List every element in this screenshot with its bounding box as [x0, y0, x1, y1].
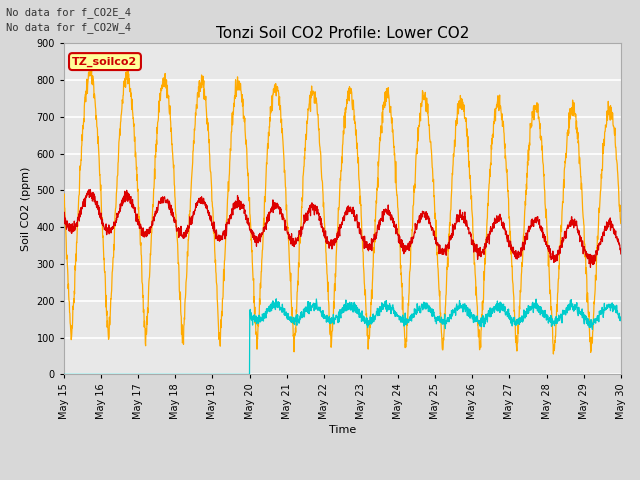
Text: TZ_soilco2: TZ_soilco2	[72, 57, 138, 67]
Text: No data for f_CO2W_4: No data for f_CO2W_4	[6, 22, 131, 33]
X-axis label: Time: Time	[329, 425, 356, 435]
Title: Tonzi Soil CO2 Profile: Lower CO2: Tonzi Soil CO2 Profile: Lower CO2	[216, 25, 469, 41]
Text: No data for f_CO2E_4: No data for f_CO2E_4	[6, 7, 131, 18]
Y-axis label: Soil CO2 (ppm): Soil CO2 (ppm)	[21, 167, 31, 251]
